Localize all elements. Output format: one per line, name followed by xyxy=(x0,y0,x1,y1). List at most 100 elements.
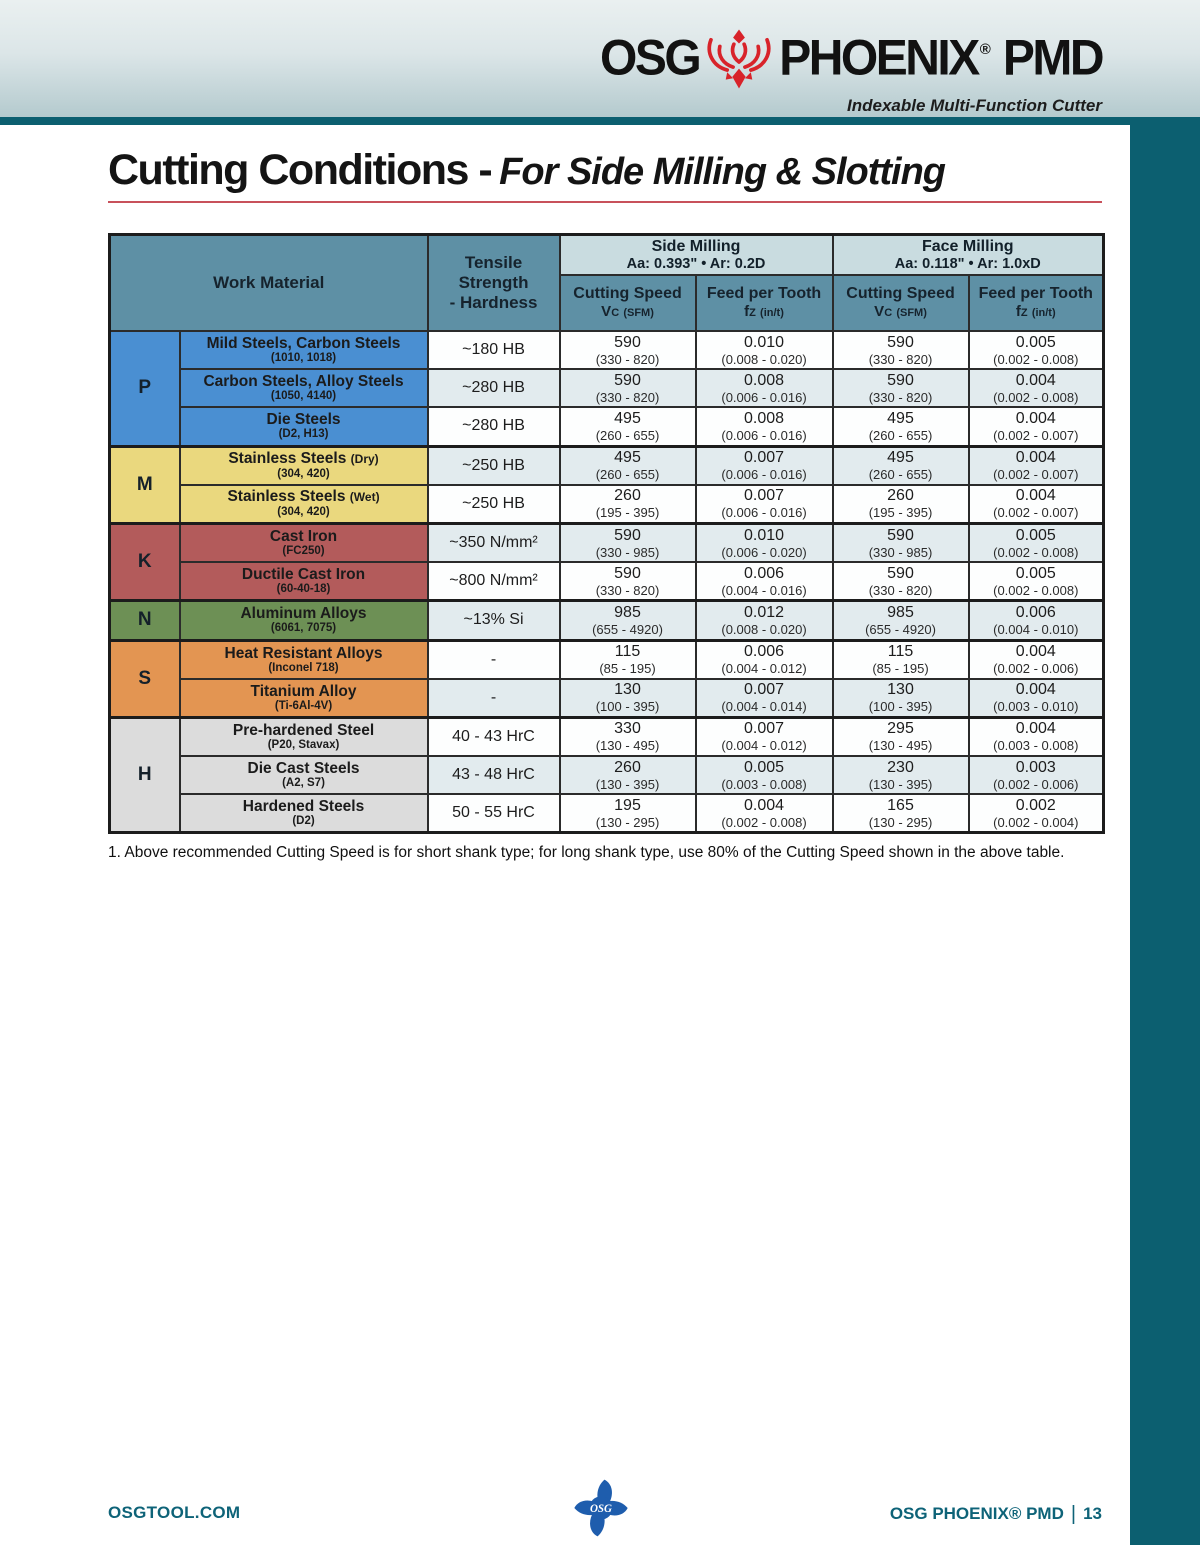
face-feed-cell-range: (0.002 - 0.008) xyxy=(993,544,1079,560)
side-cutting-speed-cell-range: (195 - 395) xyxy=(595,505,660,521)
face-cutting-speed-cell: 165 (130 - 295) xyxy=(831,793,970,834)
side-feed-cell: 0.004 (0.002 - 0.008) xyxy=(694,793,834,834)
side-feed-cell-value: 0.008 xyxy=(743,409,785,427)
side-cutting-speed-cell-value: 495 xyxy=(614,409,641,427)
face-feed-cell-range: (0.002 - 0.006) xyxy=(993,661,1079,677)
face-feed-cell-range: (0.002 - 0.007) xyxy=(993,467,1079,483)
side-feed-cell-value: 0.005 xyxy=(743,758,785,776)
tensile-line-1: Tensile Strength xyxy=(458,253,529,292)
tensile-strength-cell: ~280 HB xyxy=(426,406,561,448)
face-cutting-speed-cell-value: 590 xyxy=(887,371,914,389)
side-cutting-speed-cell-range: (330 - 820) xyxy=(595,582,660,598)
side-feed-cell-value: 0.012 xyxy=(743,603,785,621)
brand-phoenix: PHOENIX xyxy=(779,30,980,87)
header-banner: OSG PHOENIX xyxy=(0,0,1200,117)
face-cutting-speed-cell-range: (330 - 820) xyxy=(868,582,933,598)
material-cell: Cast Iron (FC250) xyxy=(178,521,429,564)
material-group-letter: P xyxy=(108,329,181,448)
material-cell: Ductile Cast Iron (60-40-18) xyxy=(178,561,429,602)
face-feed-cell: 0.002 (0.002 - 0.004) xyxy=(967,793,1105,834)
side-feed-cell: 0.008 (0.006 - 0.016) xyxy=(694,406,834,448)
side-cutting-speed-cell-value: 260 xyxy=(614,758,641,776)
material-name: Die Steels xyxy=(182,411,426,428)
material-name: Ductile Cast Iron xyxy=(182,566,426,583)
face-cutting-speed-cell-range: (85 - 195) xyxy=(872,661,929,677)
brand-tagline: Indexable Multi-Function Cutter xyxy=(847,96,1102,115)
page-content: Cutting Conditions - For Side Milling & S… xyxy=(108,146,1106,862)
face-feed-cell-value: 0.004 xyxy=(1015,449,1056,467)
table-row: K Cast Iron (FC250) ~350 N/mm² 590 (330 - 985… xyxy=(108,521,1105,602)
tensile-strength-cell: ~350 N/mm² xyxy=(426,521,561,564)
col-header-side-milling: Side Milling Aa: 0.393" • Ar: 0.2D xyxy=(558,233,834,276)
face-feed-cell-range: (0.002 - 0.007) xyxy=(993,505,1079,521)
material-grades: (1010, 1018) xyxy=(270,352,337,365)
col-header-face-milling: Face Milling Aa: 0.118" • Ar: 1.0xD xyxy=(831,233,1105,276)
tensile-value: 50 - 55 HrC xyxy=(452,804,535,822)
face-cutting-speed-cell-value: 495 xyxy=(887,449,914,467)
face-cutting-speed-cell: 260 (195 - 395) xyxy=(831,484,970,525)
face-cutting-speed-cell-range: (130 - 295) xyxy=(868,814,933,830)
tensile-strength-cell: ~13% Si xyxy=(426,599,561,642)
face-cutting-speed-cell-range: (100 - 395) xyxy=(868,699,933,715)
material-grades: (304, 420) xyxy=(277,468,330,481)
side-milling-params: Aa: 0.393" • Ar: 0.2D xyxy=(626,256,766,272)
face-feed-cell: 0.006 (0.004 - 0.010) xyxy=(967,599,1105,642)
tensile-value: ~280 HB xyxy=(462,379,525,397)
face-feed-cell-range: (0.002 - 0.006) xyxy=(993,776,1079,792)
material-grades: (D2, H13) xyxy=(278,428,329,441)
face-feed-cell: 0.004 (0.002 - 0.007) xyxy=(967,484,1105,525)
col-header-side-feed-per-tooth: Feed per Tooth fZ (in/t) xyxy=(694,274,834,332)
face-cutting-speed-cell-value: 130 xyxy=(887,681,914,699)
footer-page-info: OSG PHOENIX® PMD | 13 xyxy=(890,1503,1102,1526)
face-feed-cell-value: 0.004 xyxy=(1015,409,1056,427)
face-feed-cell-value: 0.003 xyxy=(1015,758,1056,776)
material-name: Cast Iron xyxy=(182,528,426,545)
face-cutting-speed-cell: 115 (85 - 195) xyxy=(831,638,970,680)
side-feed-cell: 0.006 (0.004 - 0.012) xyxy=(694,638,834,680)
side-cutting-speed-cell-value: 115 xyxy=(614,643,641,661)
table-row: Die Cast Steels (A2, S7) 43 - 48 HrC 260 (13… xyxy=(110,755,1105,796)
title-underline xyxy=(108,201,1102,203)
side-feed-cell: 0.007 (0.004 - 0.012) xyxy=(694,715,834,758)
face-feed-cell-range: (0.003 - 0.008) xyxy=(993,738,1079,754)
material-cell: Stainless Steels (Wet) (304, 420) xyxy=(178,484,429,525)
tensile-strength-cell: ~800 N/mm² xyxy=(426,561,561,602)
material-grades: (FC250) xyxy=(282,545,325,558)
tensile-strength-cell: - xyxy=(426,638,561,680)
material-name: Stainless Steels (Wet) xyxy=(182,488,426,506)
face-feed-cell: 0.003 (0.002 - 0.006) xyxy=(967,755,1105,796)
material-group-letter: K xyxy=(108,521,181,602)
material-grades: (60-40-18) xyxy=(276,583,331,596)
face-feed-cell-value: 0.004 xyxy=(1015,681,1056,699)
face-feed-cell: 0.005 (0.002 - 0.008) xyxy=(967,521,1105,564)
side-cutting-speed-cell: 260 (195 - 395) xyxy=(558,484,697,525)
face-feed-cell-range: (0.002 - 0.007) xyxy=(993,427,1079,443)
side-feed-cell: 0.007 (0.006 - 0.016) xyxy=(694,484,834,525)
material-grades: (304, 420) xyxy=(277,506,330,519)
side-cutting-speed-cell: 115 (85 - 195) xyxy=(558,638,697,680)
face-cutting-speed-cell-range: (655 - 4920) xyxy=(865,621,936,637)
side-cutting-speed-cell-range: (655 - 4920) xyxy=(592,621,663,637)
material-grades: (A2, S7) xyxy=(282,777,325,790)
side-cutting-speed-cell: 590 (330 - 985) xyxy=(558,521,697,564)
material-name: Carbon Steels, Alloy Steels xyxy=(182,373,426,390)
material-cell: Titanium Alloy (Ti-6Al-4V) xyxy=(178,678,429,719)
osg-shuriken-logo: OSG xyxy=(572,1477,630,1539)
tensile-value: - xyxy=(490,650,497,668)
table-row: Ductile Cast Iron (60-40-18) ~800 N/mm² 590… xyxy=(110,561,1105,602)
tensile-value: ~350 N/mm² xyxy=(449,534,538,552)
col-header-face-cutting-speed: Cutting Speed VC (SFM) xyxy=(831,274,970,332)
side-cutting-speed-cell: 985 (655 - 4920) xyxy=(558,599,697,642)
page-title: Cutting Conditions - For Side Milling & S… xyxy=(108,146,1102,195)
material-grades: (P20, Stavax) xyxy=(267,738,340,751)
material-group-letter: N xyxy=(108,599,181,642)
face-cutting-speed-cell: 495 (260 - 655) xyxy=(831,406,970,448)
material-condition-note: (Dry) xyxy=(350,452,379,467)
brand-pmd: PMD xyxy=(1002,30,1105,87)
material-name-text: Titanium Alloy xyxy=(250,682,357,700)
face-cutting-speed-cell-range: (330 - 820) xyxy=(868,389,933,405)
footer-divider: | xyxy=(1070,1503,1077,1525)
face-feed-cell-value: 0.005 xyxy=(1015,564,1056,582)
table-row: H Pre-hardened Steel (P20, Stavax) 40 - 43 … xyxy=(108,715,1105,834)
side-cutting-speed-cell-range: (100 - 395) xyxy=(595,699,660,715)
